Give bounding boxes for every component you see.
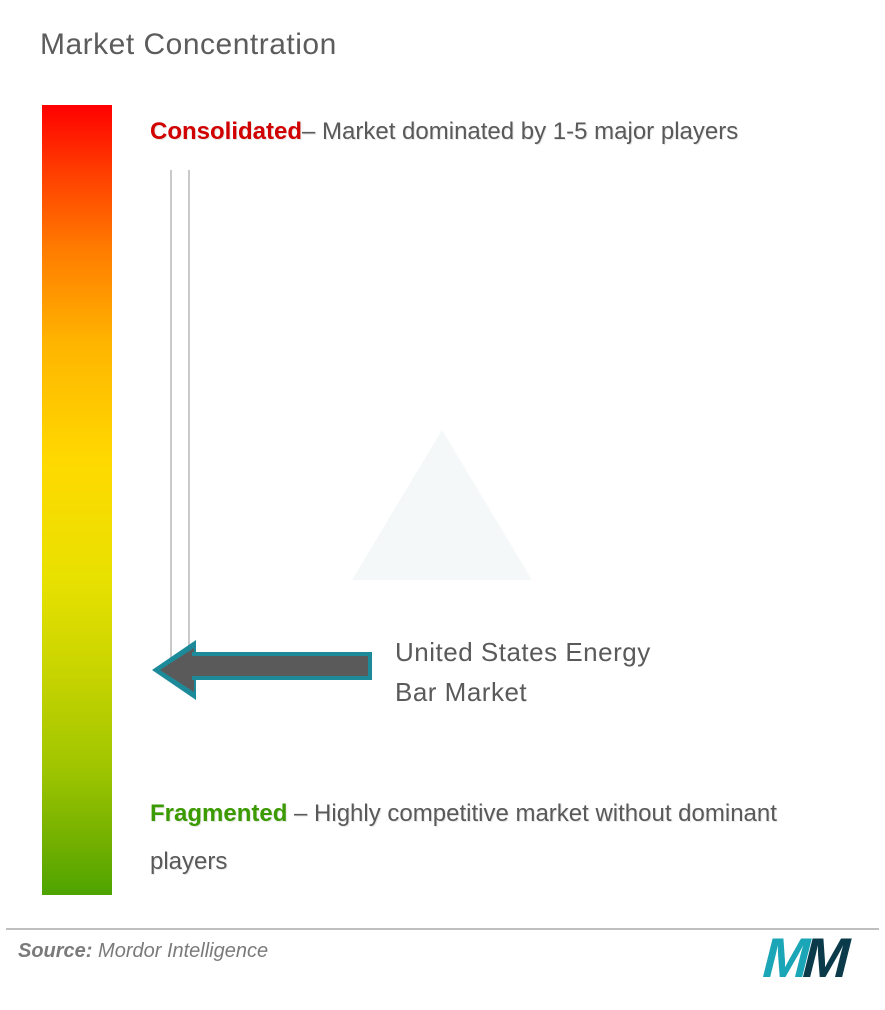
source-value: Mordor Intelligence [98,940,268,962]
watermark-icon [352,430,532,580]
arrow-head-fill [160,648,194,692]
page-title: Market Concentration [40,28,337,62]
fragmented-lead: Fragmented [150,800,287,827]
market-label: United States Energy Bar Market [395,632,735,712]
consolidated-rest: – Market dominated by 1-5 major players [302,118,738,145]
concentration-scale-bar [42,105,112,895]
bracket-line [170,170,172,680]
infographic-card: Market Concentration Consolidated– Marke… [0,0,885,1010]
market-label-line1: United States Energy [395,637,651,667]
fragmented-caption: Fragmented – Highly competitive market w… [150,790,845,886]
bracket-line [188,170,190,680]
consolidated-caption: Consolidated– Market dominated by 1-5 ma… [150,108,845,156]
range-bracket [170,170,200,680]
arrow-body [192,652,372,680]
source-label: Source: [18,940,92,962]
brand-logo-icon: MM [764,930,845,986]
market-label-line2: Bar Market [395,672,735,712]
source-line: Source: Mordor Intelligence [18,940,268,963]
consolidated-lead: Consolidated [150,118,302,145]
marker-arrow [152,640,382,700]
footer-divider [6,928,879,930]
